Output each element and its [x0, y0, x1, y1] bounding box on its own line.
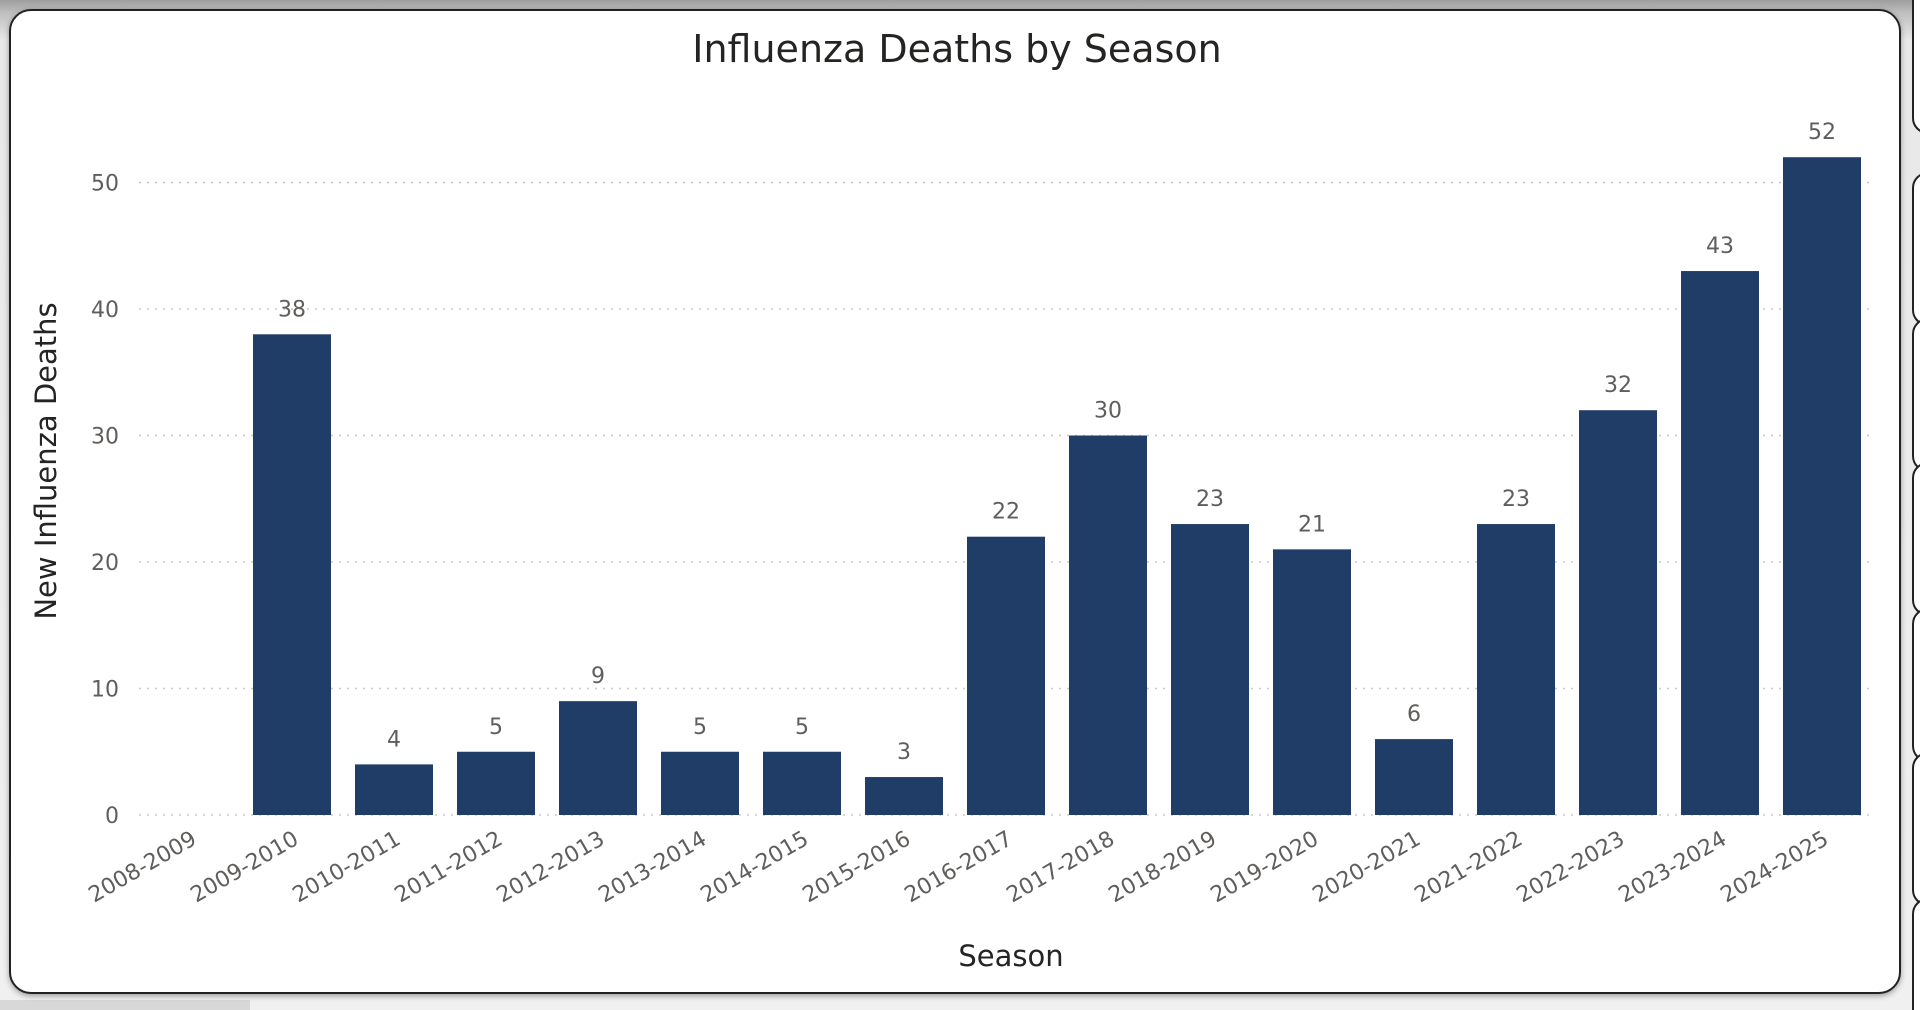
- bar-2022-2023[interactable]: [1579, 410, 1657, 815]
- data-label: 38: [278, 297, 306, 322]
- data-label: 52: [1808, 120, 1836, 145]
- x-tick-label: 2019-2020: [1207, 827, 1323, 909]
- bar-2015-2016[interactable]: [865, 777, 943, 815]
- y-axis-label: New Influenza Deaths: [29, 302, 63, 619]
- x-tick-label: 2024-2025: [1717, 827, 1833, 909]
- x-tick-label: 2021-2022: [1411, 827, 1527, 909]
- y-tick-label: 0: [105, 804, 119, 829]
- x-tick-label: 2017-2018: [1003, 827, 1119, 909]
- bar-2017-2018[interactable]: [1069, 435, 1147, 816]
- bars: [253, 157, 1861, 815]
- bar-2013-2014[interactable]: [661, 751, 739, 815]
- data-label: 30: [1094, 399, 1122, 424]
- y-tick-label: 40: [91, 298, 119, 323]
- bar-2023-2024[interactable]: [1681, 271, 1759, 815]
- bar-2012-2013[interactable]: [559, 701, 637, 815]
- x-tick-label: 2012-2013: [493, 827, 609, 909]
- bar-2014-2015[interactable]: [763, 751, 841, 815]
- bar-2018-2019[interactable]: [1171, 524, 1249, 815]
- data-label: 32: [1604, 373, 1632, 398]
- x-tick-label: 2011-2012: [391, 827, 507, 909]
- data-label: 23: [1502, 487, 1530, 512]
- data-label: 4: [387, 727, 401, 752]
- side-visual-card[interactable]: [1912, 898, 1920, 1010]
- bar-2020-2021[interactable]: [1375, 739, 1453, 815]
- data-labels: 38 4 5 9 5 5 3 22 30 23 21 6 23 32 43 52: [278, 120, 1836, 765]
- data-label: 6: [1407, 702, 1421, 727]
- x-tick-label: 2014-2015: [697, 827, 813, 909]
- side-visual-card[interactable]: [1912, 752, 1920, 906]
- chart-title: Influenza Deaths by Season: [692, 27, 1221, 71]
- bar-2009-2010[interactable]: [253, 334, 331, 815]
- x-tick-label: 2016-2017: [901, 827, 1017, 909]
- x-tick-label: 2008-2009: [85, 827, 201, 909]
- side-visual-card[interactable]: [1912, 0, 1920, 134]
- bar-2021-2022[interactable]: [1477, 524, 1555, 815]
- bar-chart: Influenza Deaths by Season New Influenza…: [29, 27, 1873, 973]
- data-label: 5: [693, 715, 707, 740]
- data-label: 9: [591, 664, 605, 689]
- x-tick-label: 2009-2010: [187, 827, 303, 909]
- y-tick-label: 10: [91, 678, 119, 703]
- x-axis-label: Season: [958, 939, 1063, 973]
- data-label: 21: [1298, 512, 1326, 537]
- page-tab-strip: [0, 1000, 250, 1010]
- data-label: 43: [1706, 234, 1734, 259]
- bar-2010-2011[interactable]: [355, 764, 433, 815]
- data-label: 3: [897, 740, 911, 765]
- side-visual-card[interactable]: [1912, 462, 1920, 616]
- side-visual-card[interactable]: [1912, 172, 1920, 326]
- side-visual-card[interactable]: [1912, 318, 1920, 472]
- x-tick-label: 2010-2011: [289, 827, 405, 909]
- y-tick-label: 50: [91, 172, 119, 197]
- x-tick-label: 2015-2016: [799, 827, 915, 909]
- y-tick-label: 30: [91, 425, 119, 450]
- data-label: 5: [795, 715, 809, 740]
- chart-visual[interactable]: Influenza Deaths by Season New Influenza…: [9, 9, 1901, 994]
- data-label: 22: [992, 500, 1020, 525]
- y-axis-ticks: 0 10 20 30 40 50: [91, 172, 119, 830]
- y-tick-label: 20: [91, 551, 119, 576]
- x-tick-label: 2020-2021: [1309, 827, 1425, 909]
- x-tick-label: 2013-2014: [595, 827, 711, 909]
- data-label: 23: [1196, 487, 1224, 512]
- x-tick-label: 2018-2019: [1105, 827, 1221, 909]
- data-label: 5: [489, 715, 503, 740]
- x-tick-label: 2022-2023: [1513, 827, 1629, 909]
- x-tick-label: 2023-2024: [1615, 827, 1731, 909]
- bar-2016-2017[interactable]: [967, 536, 1045, 815]
- side-visual-card[interactable]: [1912, 608, 1920, 762]
- bar-2011-2012[interactable]: [457, 751, 535, 815]
- x-axis-ticks: 2008-20092009-20102010-20112011-20122012…: [85, 827, 1833, 909]
- bar-2024-2025[interactable]: [1783, 157, 1861, 815]
- bar-2019-2020[interactable]: [1273, 549, 1351, 815]
